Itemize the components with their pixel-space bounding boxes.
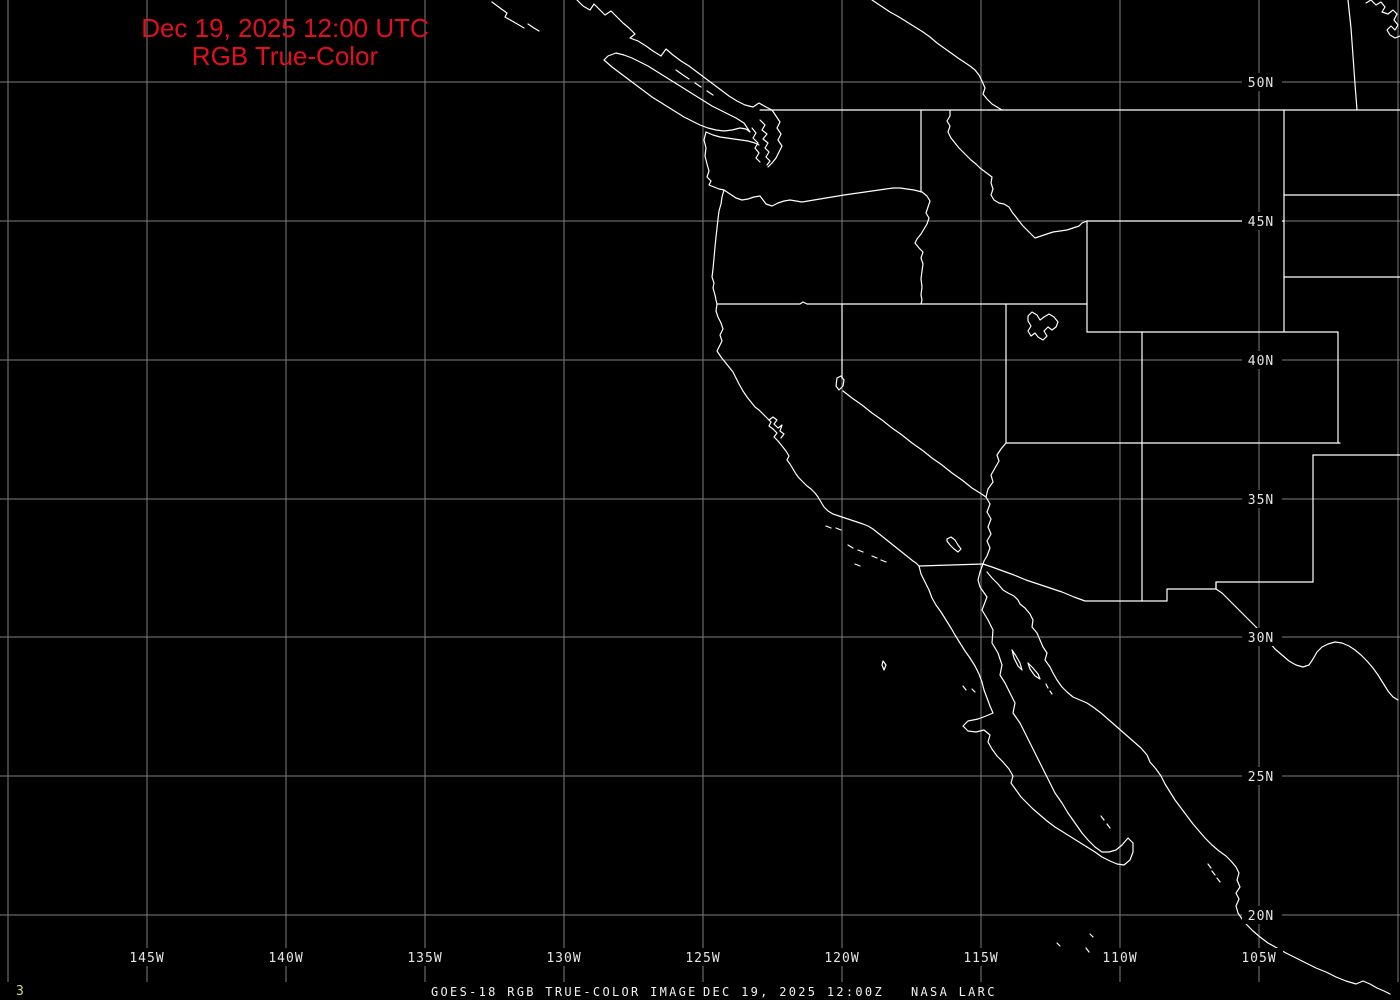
outline-coast-california [715,303,920,567]
outline-great-salt-lake [1027,311,1059,341]
lon-label-box [957,948,1005,966]
lat-label: 35N [1248,493,1274,508]
title-block: Dec 19, 2025 12:00 UTC RGB True-Color [120,14,450,70]
outline-lake-tahoe [835,375,845,391]
lon-label-box [1235,948,1283,966]
outline-colorado-river-nv-az [982,442,1007,565]
outline-islas-tres-marias-a [1207,863,1212,869]
outline-puget-sound-a [759,119,771,166]
lat-label: 40N [1248,354,1274,369]
frame-number: 3 [16,984,24,999]
lat-label: 25N [1248,770,1274,785]
outline-border-wa-or-columbia [723,187,923,207]
outline-rio-grande [1215,581,1399,701]
lon-label: 125W [685,951,720,966]
lat-label: 50N [1248,76,1274,91]
lat-label-box [1242,767,1282,785]
outline-channel-island-6 [880,559,887,563]
lat-label-box [1242,73,1282,91]
outline-coast-baja-peninsula [918,563,1134,866]
outline-coast-haida-gwaii-a [491,1,525,29]
outline-border-ca-nv-diagonal [842,390,987,498]
lat-label: 30N [1248,631,1274,646]
outline-isla-cedros-a [962,685,967,691]
outline-coast-wa-outer [703,131,725,191]
outline-salton-sea [946,536,962,553]
outline-la-paz-islet-a [1100,815,1105,821]
lon-label-box [262,948,310,966]
outline-border-sk-manitoba [1347,0,1358,111]
outline-gulf-islet-b [1049,690,1053,695]
outline-channel-island-4 [857,549,864,553]
outline-isla-tiburon [1027,662,1041,680]
outline-channel-island-5 [871,555,878,559]
outline-channel-island-3 [847,544,854,549]
lon-label: 115W [963,951,998,966]
outline-isla-guadalupe [881,660,887,671]
outline-channel-island-1 [825,525,832,529]
outline-strait-islet-c [706,90,714,96]
title-date-line: Dec 19, 2025 12:00 UTC [141,13,429,43]
lon-label: 130W [546,951,581,966]
outline-coast-juan-de-fuca-south [705,131,760,146]
outline-border-bc-alberta [871,0,1003,111]
lat-label-box [1242,212,1282,230]
outline-border-or-id-snake [914,191,931,305]
outline-vancouver-island [603,52,751,133]
outline-coast-bc-mainland [576,0,773,111]
outline-coast-haida-gwaii-b [527,23,540,32]
lon-label-box [818,948,866,966]
caption-source: NASA LARC [911,985,997,999]
lon-label-box [1096,948,1144,966]
outline-coast-bellingham [767,109,783,168]
outline-islas-tres-marias-c [1216,877,1221,883]
outline-gulf-islet-a [1045,683,1049,689]
outline-coast-oregon [711,189,725,305]
outline-islas-revillagigedo-b [1089,933,1094,938]
outline-strait-islet-a [675,69,690,80]
outline-isla-angel-de-la-guarda [1011,649,1023,671]
lon-label: 135W [407,951,442,966]
outline-border-id-mt [946,109,1088,239]
caption-product: GOES-18 RGB TRUE-COLOR IMAGE [431,985,698,999]
lon-label: 110W [1102,951,1137,966]
lon-label: 105W [1241,951,1276,966]
lat-label-box [1242,628,1282,646]
lon-label-box [540,948,588,966]
lon-label: 145W [129,951,164,966]
lat-label-box [1242,490,1282,508]
lon-label-box [123,948,171,966]
outline-border-42n [716,301,1088,305]
title-product-line: RGB True-Color [191,41,379,71]
outline-puget-sound-b [751,127,761,163]
lat-label: 20N [1248,909,1274,924]
lat-label-box [1242,351,1282,369]
outline-border-us-mexico-az-nm [982,563,1217,602]
outline-channel-island-2 [835,527,842,531]
lon-label-box [679,948,727,966]
caption-datetime: DEC 19, 2025 12:00Z [703,985,884,999]
outline-channel-island-7 [854,563,861,567]
outline-islas-tres-marias-b [1211,870,1216,876]
outline-la-paz-islet-b [1106,823,1111,829]
lon-label: 120W [824,951,859,966]
lon-label: 140W [268,951,303,966]
lat-label-box [1242,906,1282,924]
outline-islas-revillagigedo-a [1056,942,1061,947]
outline-isla-cedros-b [971,688,976,693]
outline-strait-islet-b [694,82,702,88]
outline-islas-revillagigedo-c [1085,947,1090,953]
outline-sf-bay [768,416,785,439]
outline-lakes-manitoba [1365,0,1400,39]
lat-label: 45N [1248,215,1274,230]
outline-border-us-mexico-ca [918,563,984,567]
lon-label-box [401,948,449,966]
